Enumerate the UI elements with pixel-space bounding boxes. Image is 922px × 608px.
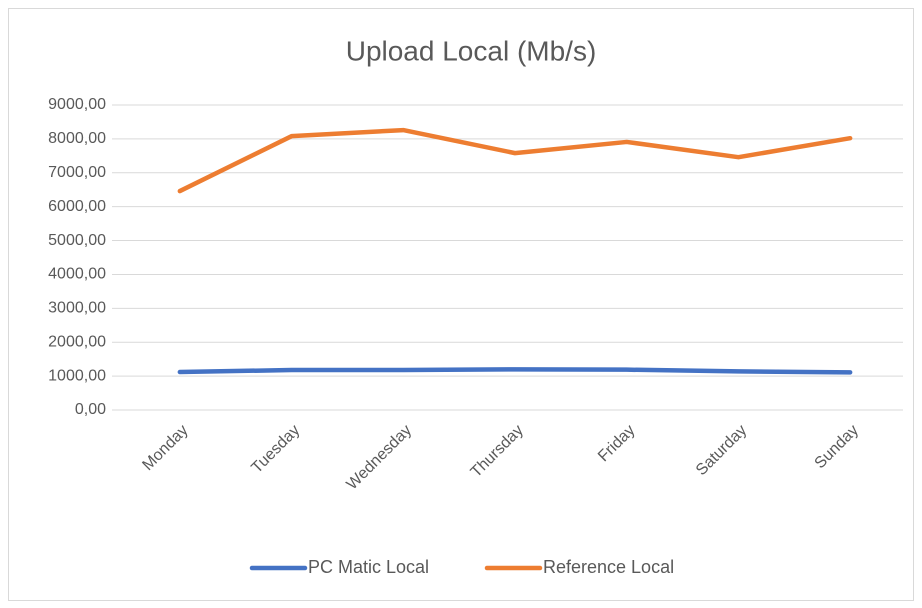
- y-tick-label: 8000,00: [48, 130, 106, 147]
- y-tick-label: 6000,00: [48, 198, 106, 215]
- legend-label: PC Matic Local: [308, 557, 429, 577]
- y-tick-label: 4000,00: [48, 266, 106, 283]
- y-tick-label: 5000,00: [48, 232, 106, 249]
- y-tick-label: 2000,00: [48, 333, 106, 350]
- y-tick-label: 7000,00: [48, 164, 106, 181]
- line: [177, 367, 853, 375]
- legend-label: Reference Local: [543, 557, 674, 577]
- y-tick-label: 3000,00: [48, 300, 106, 317]
- y-tick-label: 9000,00: [48, 96, 106, 113]
- chart-title: Upload Local (Mb/s): [346, 35, 597, 66]
- chart-border: [8, 8, 914, 601]
- y-tick-label: 1000,00: [48, 367, 106, 384]
- y-tick-label: 0,00: [75, 401, 106, 418]
- line: [177, 127, 853, 194]
